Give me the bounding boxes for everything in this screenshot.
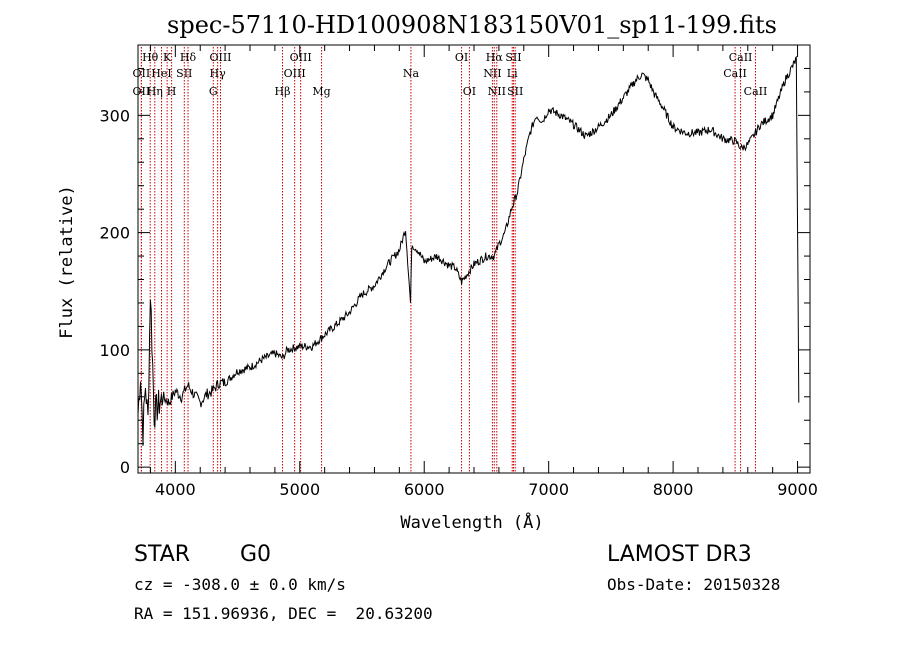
line-label-10: Hγ bbox=[210, 67, 227, 80]
line-label-0: Hθ bbox=[142, 51, 159, 64]
line-label-27: CaII bbox=[744, 85, 768, 98]
line-label-4: K bbox=[163, 51, 172, 64]
line-label-18: OI bbox=[463, 85, 476, 98]
obs-date: Obs-Date: 20150328 bbox=[607, 575, 781, 594]
y-axis-label: Flux (relative) bbox=[57, 185, 77, 339]
line-label-13: OIII bbox=[284, 67, 306, 80]
subclass: G0 bbox=[240, 542, 272, 567]
line-label-19: Hα bbox=[486, 51, 504, 64]
chart-title: spec-57110-HD100908N183150V01_sp11-199.f… bbox=[167, 11, 777, 39]
line-label-22: SII bbox=[505, 51, 521, 64]
line-label-24: SII bbox=[507, 85, 523, 98]
x-axis-ticks: 4000 5000 6000 7000 8000 9000 bbox=[149, 45, 818, 499]
x-tick-label-0: 4000 bbox=[155, 480, 196, 499]
y-axis-ticks: 0 100 200 300 bbox=[99, 67, 810, 477]
line-label-26: CaII bbox=[723, 67, 747, 80]
y-tick-label-0: 0 bbox=[120, 458, 130, 477]
x-tick-label-1: 5000 bbox=[279, 480, 320, 499]
line-label-3: Hη bbox=[147, 85, 163, 98]
y-tick-label-1: 100 bbox=[99, 341, 130, 360]
redshift-cz: cz = -308.0 ± 0.0 km/s bbox=[134, 575, 346, 594]
line-label-8: Hδ bbox=[180, 51, 197, 64]
line-label-15: Mg bbox=[312, 85, 330, 98]
y-tick-label-2: 200 bbox=[99, 224, 130, 243]
y-tick-label-3: 300 bbox=[99, 106, 130, 125]
x-axis-label: Wavelength (Å) bbox=[400, 511, 543, 533]
line-label-14: Hβ bbox=[275, 85, 291, 98]
survey-name: LAMOST DR3 bbox=[607, 542, 752, 567]
spectral-line-markers bbox=[140, 47, 756, 473]
line-label-25: CaII bbox=[729, 51, 753, 64]
line-label-5: HeI bbox=[151, 67, 171, 80]
line-label-7: SII bbox=[176, 67, 192, 80]
spectrum-line bbox=[137, 55, 800, 446]
x-tick-label-5: 9000 bbox=[777, 480, 818, 499]
line-label-23: Li bbox=[507, 67, 518, 80]
line-label-17: OI bbox=[455, 51, 468, 64]
x-tick-label-3: 7000 bbox=[528, 480, 569, 499]
object-class: STAR bbox=[134, 542, 191, 567]
line-label-12: OIII bbox=[290, 51, 312, 64]
line-label-21: NII bbox=[488, 85, 506, 98]
line-label-11: G bbox=[209, 85, 218, 98]
line-label-6: H bbox=[167, 85, 177, 98]
ra-dec: RA = 151.96936, DEC = 20.63200 bbox=[134, 604, 433, 623]
line-label-1: OII bbox=[133, 67, 151, 80]
line-label-9: OIII bbox=[209, 51, 231, 64]
line-label-20: NII bbox=[483, 67, 501, 80]
line-label-16: Na bbox=[403, 67, 420, 80]
x-tick-label-4: 8000 bbox=[653, 480, 694, 499]
plot-frame bbox=[137, 44, 811, 474]
x-tick-label-2: 6000 bbox=[404, 480, 445, 499]
